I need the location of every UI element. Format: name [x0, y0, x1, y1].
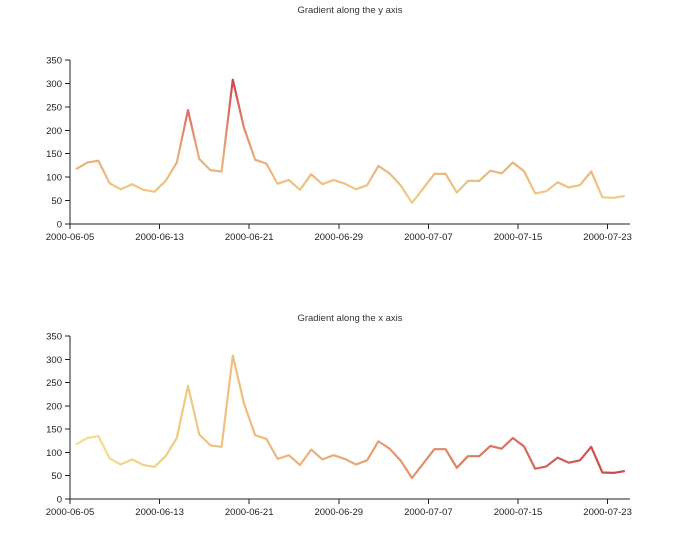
x-axis: 2000-06-05 2000-06-13 2000-06-21 2000-06-29… [46, 498, 632, 518]
x-tick-label: 2000-06-21 [225, 507, 274, 518]
x-tick-label: 2000-06-13 [135, 232, 184, 243]
x-tick-label: 2000-07-15 [494, 507, 543, 518]
y-tick-label: 100 [46, 448, 62, 459]
x-tick-label: 2000-06-21 [225, 232, 274, 243]
y-tick-label: 100 [46, 173, 62, 184]
x-tick-label: 2000-07-23 [583, 232, 632, 243]
series-line [75, 78, 625, 204]
y-tick-label: 350 [46, 56, 62, 67]
y-tick-label: 300 [46, 355, 62, 366]
y-tick-label: 200 [46, 126, 62, 137]
chart-gradient-y: Gradient along the y axis 0 50 100 150 200 25… [46, 5, 632, 243]
x-tick-label: 2000-06-13 [135, 507, 184, 518]
y-tick-label: 150 [46, 425, 62, 436]
y-tick-label: 350 [46, 332, 62, 343]
chart-title: Gradient along the x axis [297, 313, 402, 324]
chart-gradient-x: Gradient along the x axis 0 50 100 150 200 25… [46, 313, 632, 518]
x-tick-label: 2000-07-07 [404, 507, 453, 518]
y-tick-label: 250 [46, 378, 62, 389]
y-tick-label: 250 [46, 102, 62, 113]
y-tick-label: 50 [51, 196, 62, 207]
x-tick-label: 2000-07-15 [494, 232, 543, 243]
y-tick-label: 0 [57, 495, 62, 506]
y-axis: 0 50 100 150 200 250 300 350 [46, 332, 71, 506]
x-tick-label: 2000-06-29 [314, 507, 363, 518]
series-line [75, 354, 625, 480]
x-axis: 2000-06-05 2000-06-13 2000-06-21 2000-06-29… [46, 223, 632, 243]
x-tick-label: 2000-07-07 [404, 232, 453, 243]
y-tick-label: 150 [46, 149, 62, 160]
y-tick-label: 0 [57, 220, 62, 231]
x-tick-label: 2000-06-05 [46, 507, 95, 518]
x-tick-label: 2000-06-29 [314, 232, 363, 243]
y-axis: 0 50 100 150 200 250 300 350 [46, 56, 71, 231]
y-tick-label: 50 [51, 471, 62, 482]
chart-title: Gradient along the y axis [297, 5, 402, 16]
y-tick-label: 300 [46, 79, 62, 90]
x-tick-label: 2000-06-05 [46, 232, 95, 243]
x-tick-label: 2000-07-23 [583, 507, 632, 518]
y-tick-label: 200 [46, 401, 62, 412]
